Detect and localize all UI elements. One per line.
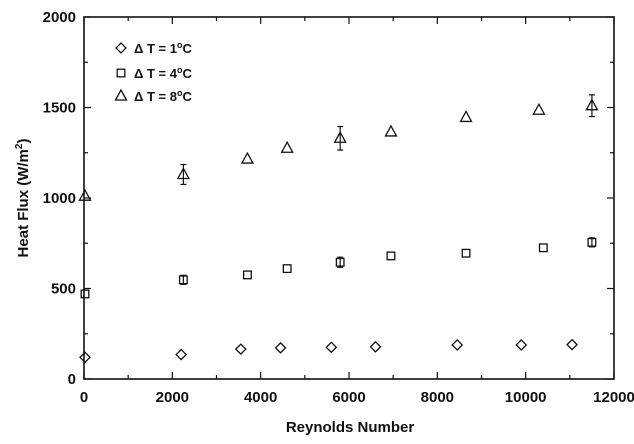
- data-point-square: [587, 237, 597, 247]
- data-point-triangle: [280, 140, 294, 153]
- series-triangle: [78, 94, 599, 201]
- data-point-diamond: [369, 340, 382, 353]
- legend: Δ T = 1oC Δ T = 4oC Δ T = 8oC: [114, 40, 192, 104]
- x-tick-label: 12000: [593, 389, 634, 406]
- series-diamond: [79, 338, 578, 364]
- y-tick-label: 1500: [43, 100, 76, 117]
- data-point-triangle: [333, 130, 347, 143]
- data-point-triangle: [176, 167, 190, 180]
- data-point-square: [80, 289, 90, 299]
- axis-ticks: [83, 16, 615, 380]
- data-point-diamond: [274, 341, 287, 354]
- data-points: [78, 94, 599, 364]
- data-point-diamond: [234, 343, 247, 356]
- x-tick-label: 4000: [244, 389, 277, 406]
- y-tick-label: 500: [51, 281, 76, 298]
- legend-label: Δ T = 8oC: [134, 88, 192, 104]
- x-axis-label: Reynolds Number: [286, 419, 415, 436]
- data-point-square: [178, 275, 188, 285]
- data-point-square: [242, 270, 252, 280]
- legend-label: Δ T = 1oC: [134, 40, 192, 56]
- data-point-diamond: [175, 348, 188, 361]
- data-point-diamond: [79, 351, 91, 364]
- data-point-diamond: [515, 339, 528, 351]
- series-square: [80, 237, 597, 299]
- y-tick-label: 2000: [43, 9, 76, 26]
- legend-marker-triangle: [114, 88, 128, 101]
- y-axis-label: Heat Flux (W/m2): [14, 139, 32, 258]
- x-tick-label: 6000: [332, 389, 365, 406]
- legend-marker-square: [116, 68, 126, 78]
- legend-label: Δ T = 4oC: [134, 65, 192, 81]
- data-point-triangle: [78, 188, 92, 201]
- data-point-triangle: [459, 110, 473, 123]
- x-tick-label: 8000: [421, 389, 454, 406]
- data-point-diamond: [566, 338, 578, 351]
- data-point-triangle: [532, 102, 546, 115]
- data-point-triangle: [384, 124, 398, 137]
- x-tick-label: 0: [80, 389, 88, 406]
- data-point-triangle: [240, 151, 255, 164]
- y-tick-label: 1000: [43, 190, 76, 207]
- data-point-square: [386, 251, 396, 261]
- data-point-square: [335, 257, 345, 267]
- y-tick-label: 0: [68, 371, 76, 388]
- data-point-triangle: [585, 98, 599, 111]
- data-point-diamond: [325, 341, 338, 354]
- legend-marker-diamond: [115, 42, 127, 54]
- data-point-diamond: [451, 339, 464, 351]
- data-point-square: [538, 243, 548, 253]
- x-tick-label: 2000: [156, 389, 189, 406]
- data-point-square: [282, 264, 292, 274]
- data-point-square: [461, 248, 471, 258]
- axis-tick-labels: 0 2000 4000 6000 8000 10000 12000 0 500 1000 1500 2…: [43, 9, 634, 406]
- x-tick-label: 10000: [505, 389, 547, 406]
